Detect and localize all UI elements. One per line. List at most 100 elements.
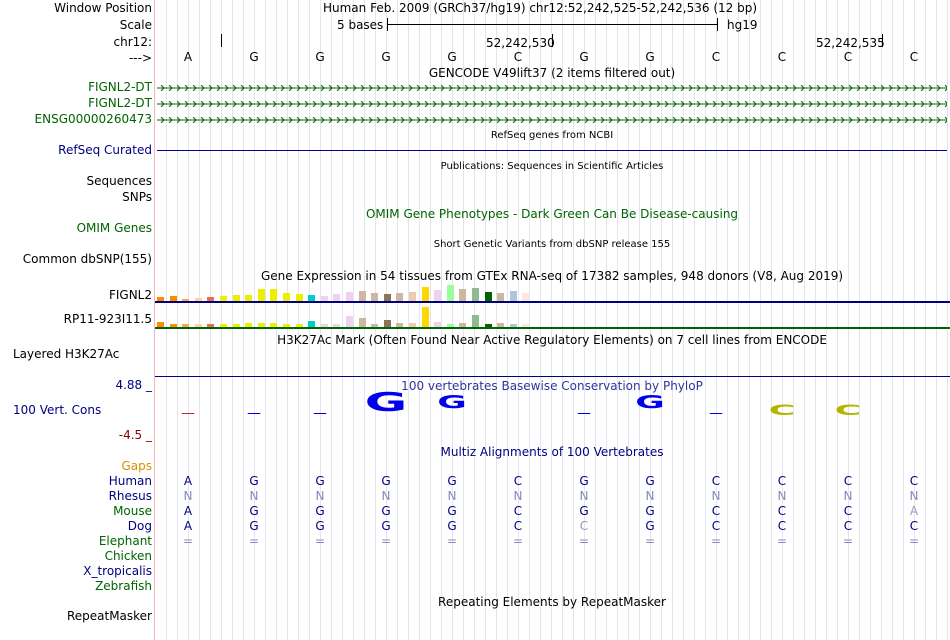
- alignment-base-elephant[interactable]: =: [182, 534, 194, 548]
- tissue-expression-bar[interactable]: [421, 307, 429, 327]
- tissue-expression-bar[interactable]: [371, 293, 379, 301]
- alignment-base-rhesus[interactable]: N: [843, 489, 853, 503]
- tissue-expression-bar[interactable]: [358, 318, 366, 327]
- tissue-expression-bar[interactable]: [484, 292, 492, 301]
- tissue-expression-bar[interactable]: [194, 298, 202, 301]
- sequence-base[interactable]: C: [513, 50, 523, 64]
- gencode-item-label[interactable]: ENSG00000260473: [34, 112, 152, 126]
- alignment-base-elephant[interactable]: =: [380, 534, 392, 548]
- alignment-base-elephant[interactable]: =: [644, 534, 656, 548]
- tissue-expression-bar[interactable]: [320, 324, 328, 327]
- tissue-expression-bar[interactable]: [207, 297, 215, 301]
- tissue-expression-bar[interactable]: [396, 293, 404, 301]
- alignment-base-rhesus[interactable]: N: [513, 489, 523, 503]
- conservation-glyph[interactable]: C: [834, 403, 862, 419]
- tissue-expression-bar[interactable]: [157, 297, 164, 301]
- tissue-expression-bar[interactable]: [522, 324, 530, 327]
- tissue-expression-bar[interactable]: [484, 324, 492, 327]
- tissue-expression-bar[interactable]: [446, 285, 454, 301]
- alignment-base-mouse[interactable]: G: [381, 504, 391, 518]
- gtex-gene-model-rp11[interactable]: [155, 327, 950, 329]
- alignment-base-human[interactable]: A: [183, 474, 193, 488]
- tissue-expression-bar[interactable]: [308, 321, 316, 327]
- alignment-base-human[interactable]: G: [579, 474, 589, 488]
- h3k27ac-track-label[interactable]: Layered H3K27Ac: [13, 347, 120, 361]
- tissue-expression-bar[interactable]: [220, 296, 227, 301]
- alignment-base-human[interactable]: C: [909, 474, 919, 488]
- tissue-expression-bar[interactable]: [472, 315, 479, 327]
- omim-track-label[interactable]: OMIM Genes: [76, 221, 152, 235]
- conservation-glyph[interactable]: -: [707, 406, 725, 420]
- tissue-expression-bar[interactable]: [371, 324, 379, 327]
- tissue-expression-bar[interactable]: [497, 293, 505, 301]
- sequence-base[interactable]: C: [909, 50, 919, 64]
- alignment-base-dog[interactable]: C: [711, 519, 721, 533]
- tissue-expression-bar[interactable]: [270, 289, 278, 301]
- tissue-expression-bar[interactable]: [358, 291, 366, 301]
- conservation-glyph[interactable]: -: [245, 406, 263, 420]
- tissue-expression-bar[interactable]: [446, 324, 454, 327]
- alignment-base-elephant[interactable]: =: [842, 534, 854, 548]
- alignment-base-elephant[interactable]: =: [512, 534, 524, 548]
- tissue-expression-bar[interactable]: [169, 296, 177, 301]
- alignment-base-elephant[interactable]: =: [248, 534, 260, 548]
- alignment-base-elephant[interactable]: =: [710, 534, 722, 548]
- gtex-gene-model-fignl2[interactable]: [155, 301, 950, 303]
- tissue-expression-bar[interactable]: [232, 295, 240, 301]
- sequence-base[interactable]: C: [843, 50, 853, 64]
- alignment-base-dog[interactable]: C: [513, 519, 523, 533]
- tissue-expression-bar[interactable]: [509, 324, 517, 327]
- tissue-expression-bar[interactable]: [194, 324, 202, 327]
- tissue-expression-bar[interactable]: [333, 294, 341, 301]
- alignment-base-elephant[interactable]: =: [578, 534, 590, 548]
- sequence-base[interactable]: G: [249, 50, 259, 64]
- repeatmasker-track-title[interactable]: Repeating Elements by RepeatMasker: [438, 595, 666, 609]
- tissue-expression-bar[interactable]: [522, 293, 530, 301]
- tissue-expression-bar[interactable]: [245, 295, 253, 301]
- tissue-expression-bar[interactable]: [295, 294, 303, 301]
- alignment-base-rhesus[interactable]: N: [579, 489, 589, 503]
- alignment-base-dog[interactable]: G: [249, 519, 259, 533]
- tissue-expression-bar[interactable]: [383, 294, 391, 301]
- tissue-expression-bar[interactable]: [220, 324, 227, 327]
- gencode-feature-ENSG00000260473[interactable]: [157, 117, 947, 123]
- omim-track-title[interactable]: OMIM Gene Phenotypes - Dark Green Can Be…: [365, 207, 739, 221]
- alignment-base-human[interactable]: G: [645, 474, 655, 488]
- tissue-expression-bar[interactable]: [383, 320, 391, 327]
- conservation-track-title[interactable]: 100 vertebrates Basewise Conservation by…: [401, 379, 703, 393]
- conservation-glyph[interactable]: G: [364, 388, 408, 418]
- tissue-expression-bar[interactable]: [409, 323, 416, 327]
- strand-arrow-label[interactable]: --->: [128, 51, 152, 65]
- refseq-track-title[interactable]: RefSeq genes from NCBI: [490, 130, 614, 141]
- sequence-base[interactable]: C: [777, 50, 787, 64]
- tissue-expression-bar[interactable]: [232, 324, 240, 327]
- sequence-base[interactable]: G: [315, 50, 325, 64]
- sequence-base[interactable]: A: [183, 50, 193, 64]
- sequence-base[interactable]: G: [447, 50, 457, 64]
- alignment-base-mouse[interactable]: G: [249, 504, 259, 518]
- sequence-base[interactable]: G: [645, 50, 655, 64]
- alignment-base-rhesus[interactable]: N: [381, 489, 391, 503]
- conservation-track-label[interactable]: 100 Vert. Cons: [13, 403, 102, 417]
- alignment-base-mouse[interactable]: C: [711, 504, 721, 518]
- alignment-base-dog[interactable]: C: [579, 519, 589, 533]
- tissue-expression-bar[interactable]: [283, 324, 290, 327]
- alignment-base-human[interactable]: G: [447, 474, 457, 488]
- alignment-base-mouse[interactable]: A: [183, 504, 193, 518]
- dbsnp-track-label[interactable]: Common dbSNP(155): [22, 252, 152, 266]
- alignment-base-human[interactable]: C: [843, 474, 853, 488]
- alignment-base-mouse[interactable]: A: [909, 504, 919, 518]
- alignment-base-human[interactable]: G: [381, 474, 391, 488]
- alignment-base-elephant[interactable]: =: [446, 534, 458, 548]
- tissue-expression-bar[interactable]: [434, 322, 442, 327]
- tissue-expression-bar[interactable]: [421, 287, 429, 301]
- tissue-expression-bar[interactable]: [497, 323, 505, 327]
- tissue-expression-bar[interactable]: [459, 289, 467, 301]
- alignment-base-mouse[interactable]: G: [447, 504, 457, 518]
- alignment-base-human[interactable]: G: [315, 474, 325, 488]
- gencode-feature-FIGNL2-DT[interactable]: [157, 101, 947, 107]
- tissue-expression-bar[interactable]: [182, 299, 190, 301]
- alignment-base-rhesus[interactable]: N: [315, 489, 325, 503]
- tissue-expression-bar[interactable]: [472, 288, 479, 301]
- dbsnp-track-title[interactable]: Short Genetic Variants from dbSNP releas…: [433, 239, 671, 250]
